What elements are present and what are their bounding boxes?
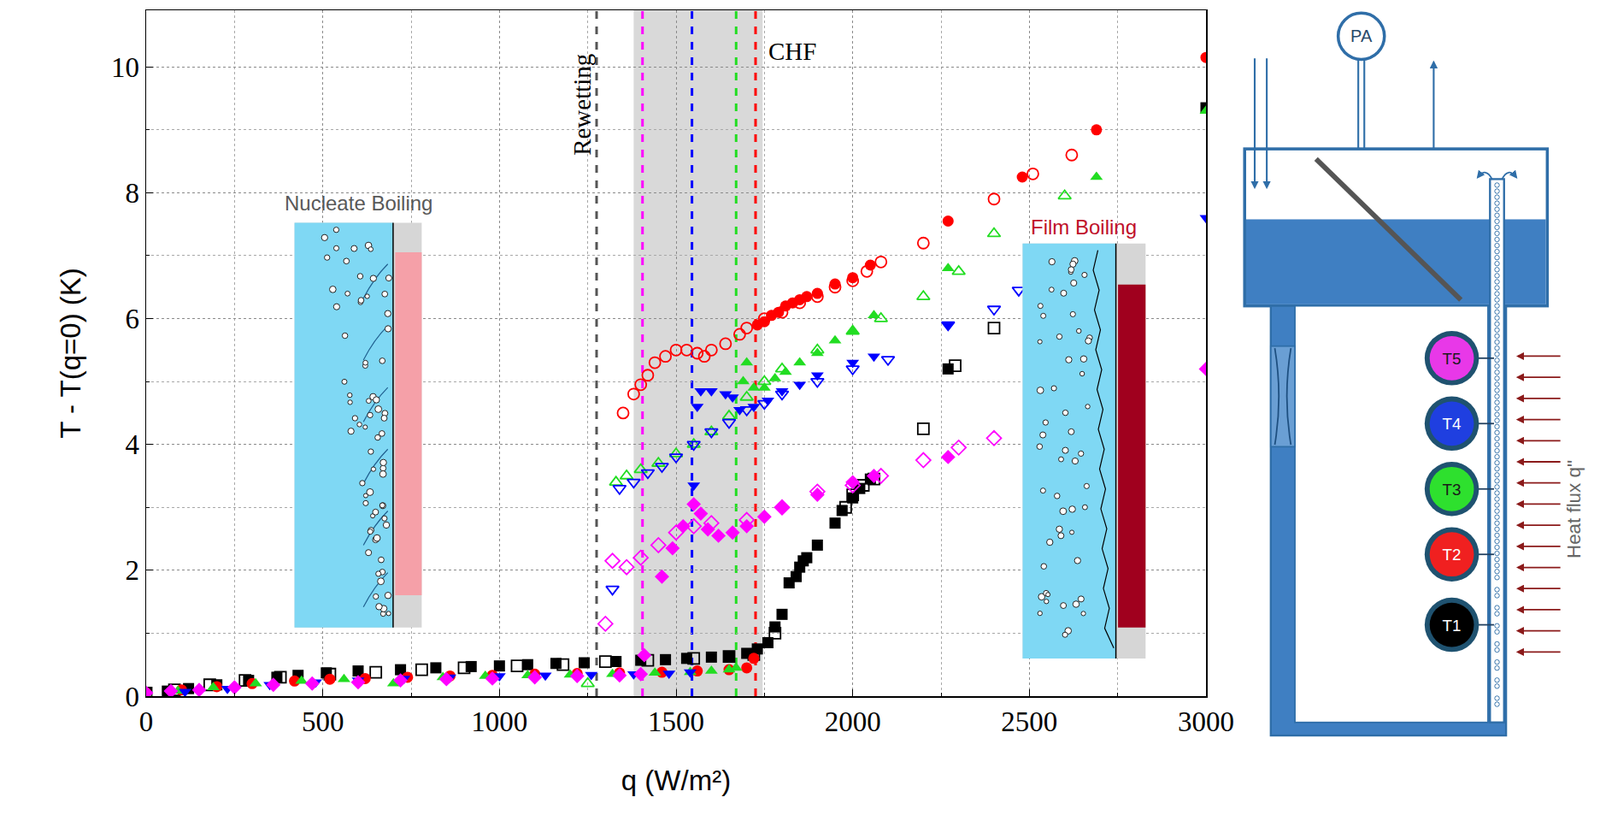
svg-text:0: 0 [139, 705, 154, 737]
svg-text:2: 2 [124, 554, 140, 586]
svg-text:2000: 2000 [824, 705, 882, 737]
svg-text:PA: PA [1350, 26, 1373, 46]
svg-text:Film Boiling: Film Boiling [1030, 215, 1137, 239]
svg-text:3000: 3000 [1177, 705, 1235, 737]
svg-text:T4: T4 [1442, 414, 1462, 433]
svg-text:T5: T5 [1442, 349, 1462, 368]
svg-text:10: 10 [111, 52, 140, 83]
svg-text:T - T(q=0) (K): T - T(q=0) (K) [54, 267, 87, 439]
svg-text:Rewetting: Rewetting [568, 53, 596, 156]
svg-text:q (W/m²): q (W/m²) [621, 764, 731, 796]
svg-text:CHF: CHF [768, 37, 817, 65]
svg-text:8: 8 [124, 177, 140, 209]
svg-text:T2: T2 [1442, 545, 1462, 564]
svg-text:1500: 1500 [647, 705, 705, 737]
svg-text:T1: T1 [1442, 616, 1462, 635]
svg-text:500: 500 [301, 705, 345, 737]
svg-text:0: 0 [124, 681, 140, 712]
svg-text:1000: 1000 [470, 705, 528, 737]
svg-text:Heat flux q'': Heat flux q'' [1563, 459, 1585, 559]
svg-text:6: 6 [124, 303, 140, 335]
svg-text:4: 4 [124, 429, 140, 460]
svg-text:2500: 2500 [1000, 705, 1058, 737]
svg-text:T3: T3 [1442, 480, 1462, 499]
svg-text:Nucleate Boiling: Nucleate Boiling [284, 191, 433, 215]
